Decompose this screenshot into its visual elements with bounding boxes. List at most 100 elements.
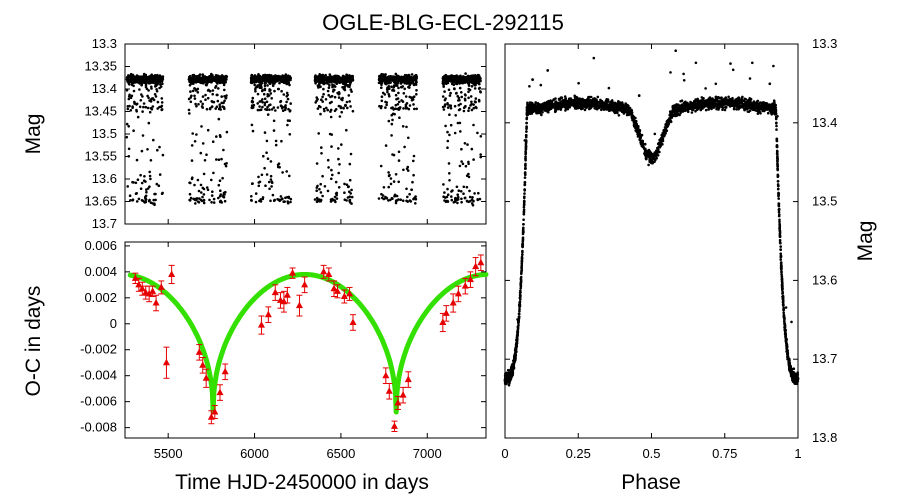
lightcurve-point [144, 85, 148, 89]
lightcurve-point [271, 82, 275, 85]
lightcurve-point [145, 77, 148, 81]
lightcurve-point [265, 108, 269, 111]
lightcurve-point [471, 74, 475, 77]
lightcurve-point [256, 102, 260, 105]
lightcurve-point [285, 170, 289, 173]
lightcurve-point [269, 160, 273, 163]
lightcurve-point [396, 107, 399, 111]
lightcurve-point [460, 95, 464, 99]
lightcurve-point [189, 196, 193, 200]
lightcurve-point [152, 198, 155, 202]
lightcurve-point [450, 82, 454, 86]
lightcurve-point [337, 186, 341, 189]
lightcurve-point [207, 88, 210, 92]
lightcurve-point [191, 89, 195, 93]
lightcurve-point [195, 75, 199, 78]
lightcurve-point [466, 78, 469, 81]
lightcurve-point [463, 78, 466, 82]
lightcurve-point [273, 199, 276, 202]
lightcurve-point [289, 200, 292, 204]
oc-point [477, 258, 485, 266]
lightcurve-point [219, 189, 222, 192]
lightcurve-point [335, 82, 339, 85]
lightcurve-point [397, 180, 401, 184]
lightcurve-point [446, 75, 449, 79]
lightcurve-point [205, 153, 208, 156]
lightcurve-point [250, 123, 254, 127]
lightcurve-point [318, 187, 321, 191]
lightcurve-point [454, 78, 458, 82]
oc-y-tick-label: 0.006 [84, 238, 117, 253]
lightcurve-point [394, 103, 398, 107]
lightcurve-point [281, 79, 284, 83]
oc-point [149, 287, 157, 294]
lightcurve-point [223, 88, 226, 92]
lightcurve-point [412, 159, 415, 163]
phased-point [792, 367, 796, 371]
lightcurve-point [160, 80, 164, 83]
lightcurve-point [212, 197, 216, 201]
lightcurve-point [315, 96, 319, 99]
lightcurve-point [141, 95, 144, 98]
lightcurve-point [263, 166, 266, 170]
lightcurve-point [263, 97, 267, 101]
lightcurve-point [443, 90, 446, 93]
lightcurve-point [201, 95, 205, 98]
lightcurve-point [348, 200, 352, 204]
lightcurve-point [218, 105, 222, 109]
lightcurve-point [344, 79, 348, 82]
lightcurve-point [279, 100, 282, 104]
lightcurve-point [321, 73, 325, 77]
lightcurve-point [147, 81, 150, 85]
lightcurve-point [268, 187, 271, 191]
lightcurve-point [412, 95, 416, 98]
lightcurve-point [266, 95, 270, 98]
lightcurve-point [154, 192, 157, 196]
lightcurve-point [281, 74, 284, 77]
lightcurve-point [470, 79, 474, 82]
lightcurve-point [223, 193, 226, 196]
lightcurve-point [140, 149, 144, 153]
lightcurve-point [380, 105, 383, 108]
lightcurve-point [206, 96, 210, 100]
lightcurve-point [446, 139, 450, 143]
oc-point [454, 289, 462, 297]
lightcurve-point [386, 90, 389, 94]
lightcurve-point [189, 181, 192, 185]
lightcurve-point [287, 74, 290, 77]
lightcurve-point [350, 90, 353, 93]
lightcurve-point [188, 198, 191, 202]
oc-y-tick-label: -0.006 [80, 394, 117, 409]
lightcurve-point [288, 83, 291, 87]
lightcurve-point [129, 77, 132, 80]
lightcurve-point [205, 186, 209, 189]
lightcurve-point [220, 201, 224, 204]
lightcurve-point [473, 84, 477, 87]
lightcurve-point [194, 102, 197, 106]
lightcurve-point [135, 74, 139, 78]
lightcurve-point [276, 163, 280, 167]
lightcurve-point [337, 171, 341, 175]
lightcurve-point [456, 193, 460, 196]
oc-point [271, 288, 279, 296]
phased-point [763, 109, 766, 113]
lightcurve-point [254, 86, 258, 89]
lightcurve-point [211, 100, 214, 104]
lightcurve-point [286, 97, 290, 101]
oc-x-tick-label: 6500 [326, 446, 355, 461]
lightcurve-point [479, 135, 483, 138]
lightcurve-point [446, 193, 450, 196]
lightcurve-point [380, 99, 384, 103]
lightcurve-point [405, 82, 409, 85]
lightcurve-point [463, 142, 467, 145]
lightcurve-point [130, 94, 134, 98]
lightcurve-point [270, 185, 273, 188]
lightcurve-point [211, 92, 214, 96]
lightcurve-point [201, 102, 204, 106]
phased-point [518, 307, 521, 311]
lightcurve-point [202, 172, 206, 176]
lightcurve-point [316, 107, 320, 110]
lightcurve-point [140, 93, 143, 96]
lightcurve-point [204, 79, 207, 83]
lightcurve-point [217, 87, 220, 90]
